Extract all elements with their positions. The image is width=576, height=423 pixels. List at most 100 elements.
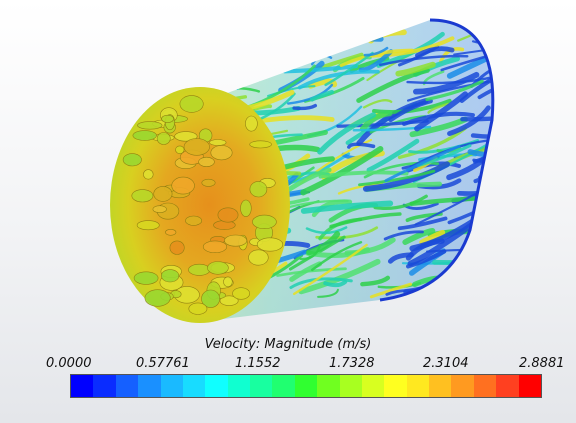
inlet-face: [110, 87, 290, 323]
fiber-strand: [299, 243, 322, 261]
fiber-strand: [425, 79, 484, 102]
fiber-strand: [151, 62, 230, 86]
fiber-strand: [383, 230, 424, 241]
inlet-pore-tube: [171, 176, 195, 195]
colorbar-tick-label: 2.3104: [423, 356, 469, 371]
colorbar-segment: [227, 375, 250, 397]
fiber-strand: [302, 44, 339, 52]
fiber-strand: [474, 238, 493, 247]
fiber-strand: [212, 46, 238, 52]
fiber-strand: [362, 161, 451, 192]
fiber-strand: [372, 98, 452, 114]
fiber-strand: [317, 288, 339, 298]
fiber-strand: [292, 103, 318, 111]
fiber-strand: [427, 102, 450, 114]
inlet-pore-tube: [136, 220, 160, 231]
inlet-pore-tube: [217, 207, 239, 223]
inlet-pore-tube: [201, 289, 221, 308]
inlet-pore-tube: [207, 261, 229, 275]
fiber-strand: [323, 279, 348, 288]
colorbar-segment: [429, 375, 452, 397]
colorbar-segment: [272, 375, 295, 397]
fiber-strand: [406, 249, 447, 269]
fiber-strand: [297, 69, 380, 90]
colorbar: [70, 374, 542, 398]
fiber-strand: [184, 44, 229, 61]
fiber-strand: [347, 142, 376, 149]
colorbar-segment: [115, 375, 139, 397]
fiber-strand: [154, 53, 184, 61]
fiber-strand: [397, 216, 448, 231]
fiber-strand: [369, 282, 413, 299]
colorbar-segment: [451, 375, 474, 397]
fiber-strand: [405, 238, 445, 261]
inlet-pore-tube: [232, 287, 251, 300]
fiber-strand: [305, 226, 348, 235]
fiber-strand: [438, 280, 472, 294]
fiber-strand: [459, 60, 493, 103]
fiber-strand: [414, 91, 469, 132]
inlet-pore-tube: [179, 95, 204, 113]
colorbar-segment: [160, 375, 183, 397]
fiber-strand: [151, 28, 184, 47]
fiber-strand: [467, 146, 493, 159]
inlet-pore-tube: [240, 199, 252, 217]
inlet-pore-tube: [223, 276, 233, 288]
colorbar-segment: [250, 375, 273, 397]
colorbar-segment: [317, 375, 340, 397]
fiber-strand: [402, 228, 436, 245]
fiber-strand: [173, 48, 204, 70]
fiber-strand: [352, 125, 432, 132]
fiber-strand: [440, 46, 493, 72]
colorbar-segment: [71, 375, 94, 397]
colorbar-tick-label: 0.0000: [46, 356, 92, 371]
fiber-strand: [181, 36, 219, 48]
fiber-strand: [292, 243, 368, 296]
colorbar-segment: [93, 375, 116, 397]
fiber-strand: [373, 194, 428, 210]
fiber-strand: [203, 34, 289, 51]
fiber-strand: [256, 41, 295, 56]
inlet-pore-tube: [137, 121, 163, 130]
inlet-pore-tube: [185, 215, 203, 226]
fiber-strand: [356, 67, 430, 103]
fiber-strand: [315, 31, 364, 47]
fiber-strand: [379, 54, 469, 67]
fiber-strand: [336, 119, 429, 128]
inlet-pore-tube: [156, 132, 171, 145]
fiber-strand: [358, 169, 436, 187]
fiber-strand: [266, 85, 316, 97]
fiber-strand: [446, 49, 493, 79]
fiber-strand: [414, 193, 476, 226]
fiber-strand: [447, 105, 491, 137]
inlet-pore-tube: [210, 145, 233, 161]
fiber-strand: [474, 176, 493, 207]
inlet-pore-tube: [248, 249, 269, 266]
colorbar-segment: [406, 375, 429, 397]
fiber-strand: [415, 46, 455, 58]
inlet-pore-tube: [188, 263, 211, 276]
inlet-pore-tube: [219, 295, 239, 306]
fiber-strand: [477, 78, 493, 100]
fiber-strand: [342, 35, 384, 44]
fiber-strand: [276, 20, 353, 47]
fiber-strand: [473, 194, 493, 227]
colorbar-segment: [339, 375, 362, 397]
colorbar-segment: [384, 375, 407, 397]
colorbar-segment: [138, 375, 161, 397]
fiber-strand: [175, 63, 207, 80]
fiber-strand: [362, 99, 393, 109]
fiber-strand: [169, 55, 238, 76]
fiber-strand: [456, 176, 493, 196]
fiber-strand: [183, 20, 256, 58]
inlet-pore-tube: [161, 114, 174, 123]
inlet-pore-tube: [202, 240, 228, 254]
fiber-strand: [460, 109, 493, 122]
inlet-pore-tube: [175, 145, 185, 155]
fiber-strand: [358, 49, 394, 73]
fiber-strand: [419, 229, 446, 245]
fiber-strand: [432, 257, 482, 265]
fiber-strand: [283, 64, 358, 74]
colorbar-segment: [205, 375, 228, 397]
